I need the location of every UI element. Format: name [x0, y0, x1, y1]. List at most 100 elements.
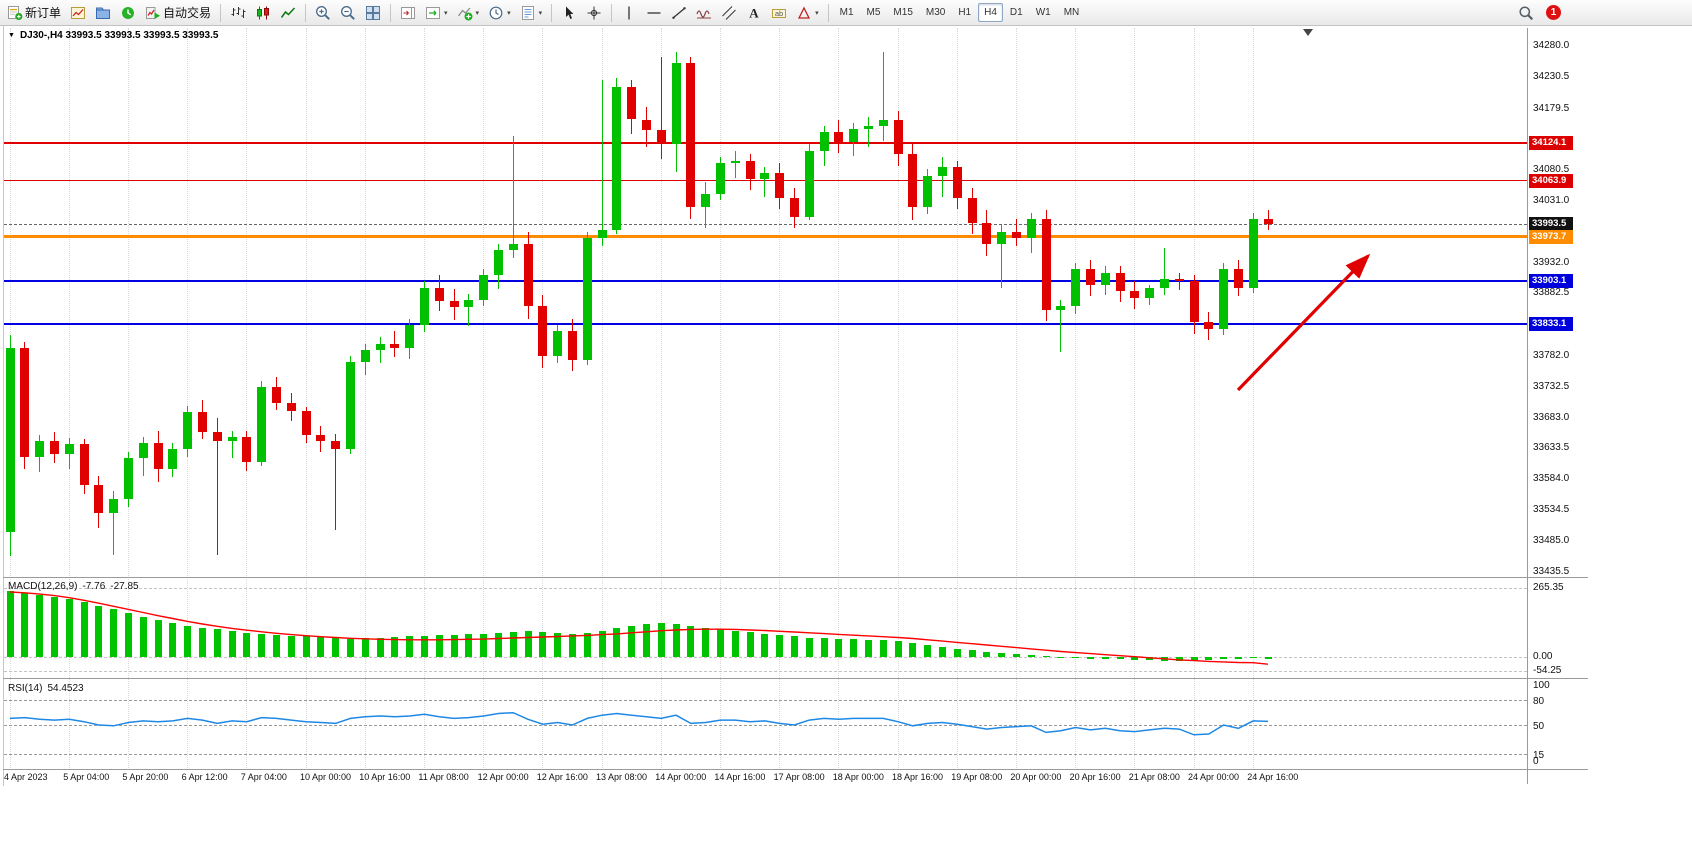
candle-body: [1263, 219, 1273, 225]
macd-histogram-bar: [287, 635, 295, 657]
templates-dropdown-arrow[interactable]: ▾: [538, 9, 543, 17]
horizontal-line-object[interactable]: [4, 323, 1527, 326]
macd-histogram-bar: [968, 650, 976, 657]
chart-shift-button[interactable]: [396, 2, 420, 24]
horizontal-line-object[interactable]: [4, 179, 1527, 182]
macd-histogram-bar: [983, 651, 991, 657]
toolbar-separator: [827, 3, 829, 22]
indicators-button[interactable]: ▾: [453, 2, 484, 24]
timeframe-m15-button[interactable]: M15: [887, 3, 918, 22]
macd-histogram-bar: [613, 628, 621, 657]
profiles-button[interactable]: [91, 2, 115, 24]
periods-dropdown-arrow[interactable]: ▾: [507, 9, 511, 17]
auto-scroll-dropdown-arrow[interactable]: ▾: [444, 9, 448, 17]
cursor-button[interactable]: [557, 2, 581, 24]
zoom-in-button[interactable]: [311, 2, 335, 24]
price-badge: 33903.1: [1529, 273, 1573, 288]
zoom-out-button[interactable]: [336, 2, 360, 24]
macd-histogram-bar: [894, 641, 902, 657]
macd-histogram-bar: [835, 638, 843, 657]
candle-body: [1085, 268, 1095, 286]
timeframe-m1-button[interactable]: M1: [834, 3, 860, 22]
macd-histogram-bar: [435, 635, 443, 657]
time-axis-label: 12 Apr 00:00: [477, 772, 529, 782]
candle-body: [419, 287, 429, 325]
auto-scroll-button[interactable]: ▾: [421, 2, 452, 24]
time-axis-label: 6 Apr 12:00: [181, 772, 228, 782]
candle-body: [1189, 281, 1199, 323]
new-order-button[interactable]: 新订单: [3, 2, 65, 24]
market-watch-button[interactable]: [116, 2, 140, 24]
candle-wick: [941, 156, 943, 197]
timeframe-d1-button[interactable]: D1: [1004, 3, 1029, 22]
notification-badge[interactable]: 1: [1546, 5, 1561, 20]
open-chart-button[interactable]: [66, 2, 90, 24]
indicators-dropdown-arrow[interactable]: ▾: [475, 9, 480, 17]
macd-histogram-bar: [805, 637, 813, 657]
timeframe-h1-button[interactable]: H1: [952, 3, 977, 22]
candle-wick: [68, 438, 70, 470]
candle-body: [715, 163, 725, 195]
timeframe-h4-button[interactable]: H4: [978, 3, 1003, 22]
rsi-scale-label: 80: [1533, 696, 1545, 708]
candle-body: [434, 287, 444, 302]
time-axis-label: 21 Apr 08:00: [1128, 772, 1180, 782]
horizontal-line-object[interactable]: [4, 279, 1527, 282]
line-chart-button[interactable]: [276, 2, 300, 24]
channel-button[interactable]: [717, 2, 741, 24]
price-axis-label: 33882.5: [1533, 287, 1570, 299]
candle-body: [789, 197, 799, 217]
candle-body: [671, 63, 681, 145]
macd-histogram-bar: [998, 652, 1006, 657]
search-button[interactable]: [1514, 2, 1538, 24]
horizontal-line-object[interactable]: [4, 235, 1527, 238]
macd-histogram-bar: [36, 594, 44, 657]
templates-button[interactable]: ▾: [516, 2, 547, 24]
horizontal-line-object[interactable]: [4, 142, 1527, 144]
vertical-line-button[interactable]: [617, 2, 641, 24]
time-axis-label: 7 Apr 04:00: [240, 772, 287, 782]
bar-chart-button[interactable]: [226, 2, 250, 24]
trendline-button[interactable]: [667, 2, 691, 24]
timeframe-m5-button[interactable]: M5: [861, 3, 887, 22]
grid-vline: [601, 28, 603, 768]
candle-body: [745, 160, 755, 180]
periods-button[interactable]: ▾: [484, 2, 515, 24]
candle-body: [612, 86, 622, 230]
candle-body: [686, 63, 696, 207]
horizontal-line-button[interactable]: [642, 2, 666, 24]
crosshair-button[interactable]: [582, 2, 606, 24]
text-button[interactable]: A: [742, 2, 766, 24]
chart-shift-marker[interactable]: [1303, 29, 1313, 36]
macd-histogram-bar: [243, 632, 251, 657]
arrows-dropdown-arrow[interactable]: ▾: [815, 9, 819, 17]
text-label-button[interactable]: ab: [767, 2, 791, 24]
price-axis-label: 33485.0: [1533, 534, 1570, 546]
grid-vline: [423, 28, 425, 768]
macd-histogram-bar: [953, 648, 961, 657]
timeframe-w1-button[interactable]: W1: [1030, 3, 1057, 22]
macd-histogram-bar: [494, 633, 502, 657]
arrows-button[interactable]: ▾: [792, 2, 823, 24]
algo-trading-button[interactable]: 自动交易: [141, 2, 215, 24]
timeframe-mn-button[interactable]: MN: [1058, 3, 1086, 22]
one-click-trading-arrow-icon[interactable]: ▼: [8, 32, 15, 39]
candle-body: [227, 436, 237, 442]
macd-histogram-bar: [776, 635, 784, 657]
cycle-lines-button[interactable]: [692, 2, 716, 24]
candle-body: [1041, 219, 1051, 310]
candle-body: [641, 119, 651, 131]
candle-body: [923, 175, 933, 207]
text-label-icon: ab: [771, 5, 787, 21]
macd-histogram-bar: [568, 633, 576, 657]
tile-windows-button[interactable]: [361, 2, 385, 24]
grid-vline: [187, 28, 189, 768]
candle-body: [79, 444, 89, 485]
toolbar-separator: [390, 3, 392, 22]
price-axis-line: [1527, 28, 1528, 784]
macd-histogram-bar: [554, 633, 562, 657]
timeframe-m30-button[interactable]: M30: [920, 3, 951, 22]
candlestick-chart-button[interactable]: [251, 2, 275, 24]
text-icon: A: [746, 5, 762, 21]
price-badge: 33833.1: [1529, 317, 1573, 332]
